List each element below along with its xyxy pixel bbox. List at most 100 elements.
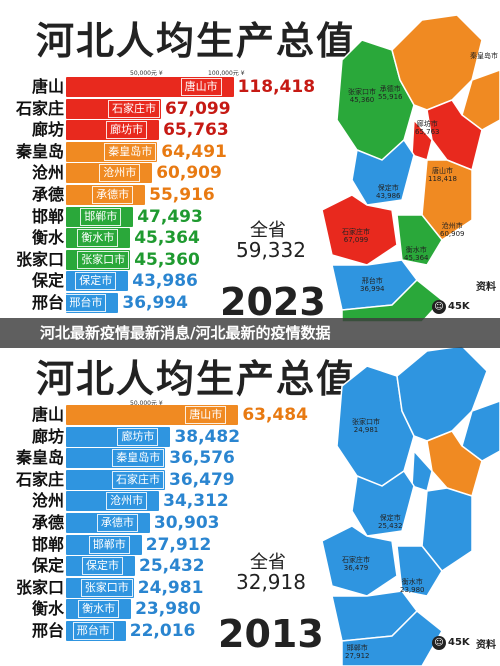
map-region-baoding	[351, 469, 415, 537]
value-label: 118,418	[237, 77, 316, 97]
map-label-hengshui: 衡水市 23,980	[400, 578, 425, 594]
bar-row: 沧州 沧州市 34,312	[0, 490, 345, 512]
value-label: 63,484	[242, 405, 308, 425]
category-label: 邯郸	[31, 206, 64, 226]
hebei-map-2013	[322, 346, 500, 666]
map-region-handan	[341, 609, 443, 666]
chart-title: 河北人均生产总值	[36, 19, 357, 63]
bar	[66, 577, 134, 598]
bar-label: 衡水市	[78, 600, 120, 619]
category-label: 承德	[31, 185, 64, 204]
category-label: 衡水	[31, 599, 64, 619]
category-label: 邯郸	[31, 534, 64, 554]
bar	[66, 206, 134, 227]
value-label: 64,491	[161, 141, 227, 162]
value-label: 25,432	[139, 556, 205, 577]
views-badge: ☺ 45K	[432, 300, 470, 314]
value-label: 30,903	[153, 513, 220, 533]
bar-label: 廊坊市	[117, 427, 159, 446]
bar-row: 承德 承德市 30,903	[0, 512, 345, 534]
bar	[66, 98, 161, 119]
chart-panel-2013: 河北人均生产总值 50,000元 ¥ 唐山 唐山市 63,484 廊坊 廊坊市 38,48…	[0, 346, 500, 666]
bar-row: 邯郸 邯郸市 27,912	[0, 534, 345, 556]
bar-row: 邢台 邢台市 22,016	[0, 620, 345, 642]
bar-row: 秦皇岛 秦皇岛市 36,576	[0, 447, 345, 469]
value-label: 60,909	[156, 163, 222, 184]
map-region-zhangjiakou	[336, 39, 415, 161]
category-label: 唐山	[31, 77, 64, 96]
bar	[66, 469, 165, 490]
map-label-shijiazhuang: 石家庄市 36,479	[342, 556, 370, 572]
source-badge: 资料	[476, 640, 496, 651]
tick-label: 50,000元 ¥	[130, 400, 163, 407]
source-badge: 资料	[476, 282, 496, 293]
map-label-cangzhou: 沧州市 60,909	[440, 222, 465, 238]
viewer-icon: ☺	[432, 300, 446, 314]
bar	[66, 120, 160, 141]
category-label: 唐山	[31, 405, 64, 424]
value-label: 65,763	[163, 120, 229, 141]
value-label: 55,916	[149, 185, 215, 205]
value-label: 47,493	[137, 206, 203, 227]
category-label: 承德	[31, 513, 64, 532]
map-region-chengde	[396, 346, 488, 442]
value-label: 24,981	[137, 577, 204, 598]
map-region-chengde	[391, 14, 483, 111]
map-label-baoding: 保定市 43,986	[376, 184, 401, 200]
bar-row: 保定 保定市 25,432	[0, 555, 345, 577]
tick-label: 50,000元 ¥	[130, 70, 163, 77]
bar	[66, 405, 239, 425]
map-label-zhangjiakou: 张家口市 24,981	[352, 418, 380, 434]
map-label-zhangjiakou: 张家口市 45,360	[348, 88, 376, 104]
bar-label: 邯郸市	[88, 535, 130, 554]
map-label-handan: 邯郸市 27,912	[345, 644, 370, 660]
bar-label: 廊坊市	[106, 121, 148, 140]
category-label: 张家口	[15, 249, 64, 269]
bar-row: 衡水 衡水市 45,364	[0, 227, 345, 249]
map-label-qinhuangdao: 秦皇岛市	[470, 52, 498, 60]
category-label: 衡水	[31, 228, 64, 248]
article-title-banner[interactable]: 河北最新疫情最新消息/河北最新的疫情数据	[0, 318, 500, 348]
bar	[66, 448, 166, 469]
category-label: 秦皇岛	[15, 448, 64, 468]
value-label: 45,360	[134, 249, 200, 270]
map-label-xingtai: 邢台市 36,994	[360, 277, 385, 293]
value-label: 23,980	[135, 599, 201, 620]
map-region-qinhuangdao	[461, 69, 500, 131]
bar	[66, 599, 132, 620]
category-label: 沧州	[31, 163, 64, 183]
bar-label: 石家庄市	[112, 470, 164, 489]
total-value: 32,918	[236, 570, 306, 594]
bar	[66, 77, 234, 97]
bar-label: 石家庄市	[107, 99, 160, 118]
bar-label: 承德市	[92, 186, 134, 204]
bar-row: 唐山 唐山市 63,484	[0, 404, 345, 426]
bar-label: 邯郸市	[80, 207, 122, 226]
bar-label: 沧州市	[99, 164, 141, 183]
map-region-hengshui	[396, 545, 443, 597]
bar-label: 邢台市	[65, 294, 107, 312]
map-label-baoding: 保定市 25,432	[378, 514, 403, 530]
bar-row: 廊坊 廊坊市 65,763	[0, 119, 345, 141]
bar	[66, 228, 131, 249]
bar	[66, 556, 136, 577]
bar	[66, 621, 126, 641]
value-label: 43,986	[132, 271, 198, 292]
map-label-chengde: 承德市 55,916	[378, 85, 403, 101]
bar	[66, 163, 153, 184]
category-label: 廊坊	[31, 120, 64, 140]
bar	[66, 513, 150, 533]
bar-row: 张家口 张家口市 45,360	[0, 249, 345, 271]
chart-panel-2023: 河北人均生产总值 50,000元 ¥ 100,000元 ¥ 唐山 唐山市 118,4…	[0, 0, 500, 322]
bar-label: 衡水市	[77, 229, 119, 248]
bar-label: 沧州市	[106, 492, 148, 511]
bar-label: 秦皇岛市	[112, 449, 165, 468]
viewer-icon: ☺	[432, 636, 446, 650]
category-label: 保定	[31, 556, 64, 576]
bar-row: 张家口 张家口市 24,981	[0, 577, 345, 599]
bar-label: 唐山市	[185, 406, 227, 424]
map-label-hengshui: 衡水市 45,364	[404, 246, 429, 262]
bar	[66, 141, 158, 162]
bar-row: 邢台 邢台市 36,994	[0, 292, 345, 314]
bar-row: 邯郸 邯郸市 47,493	[0, 206, 345, 228]
